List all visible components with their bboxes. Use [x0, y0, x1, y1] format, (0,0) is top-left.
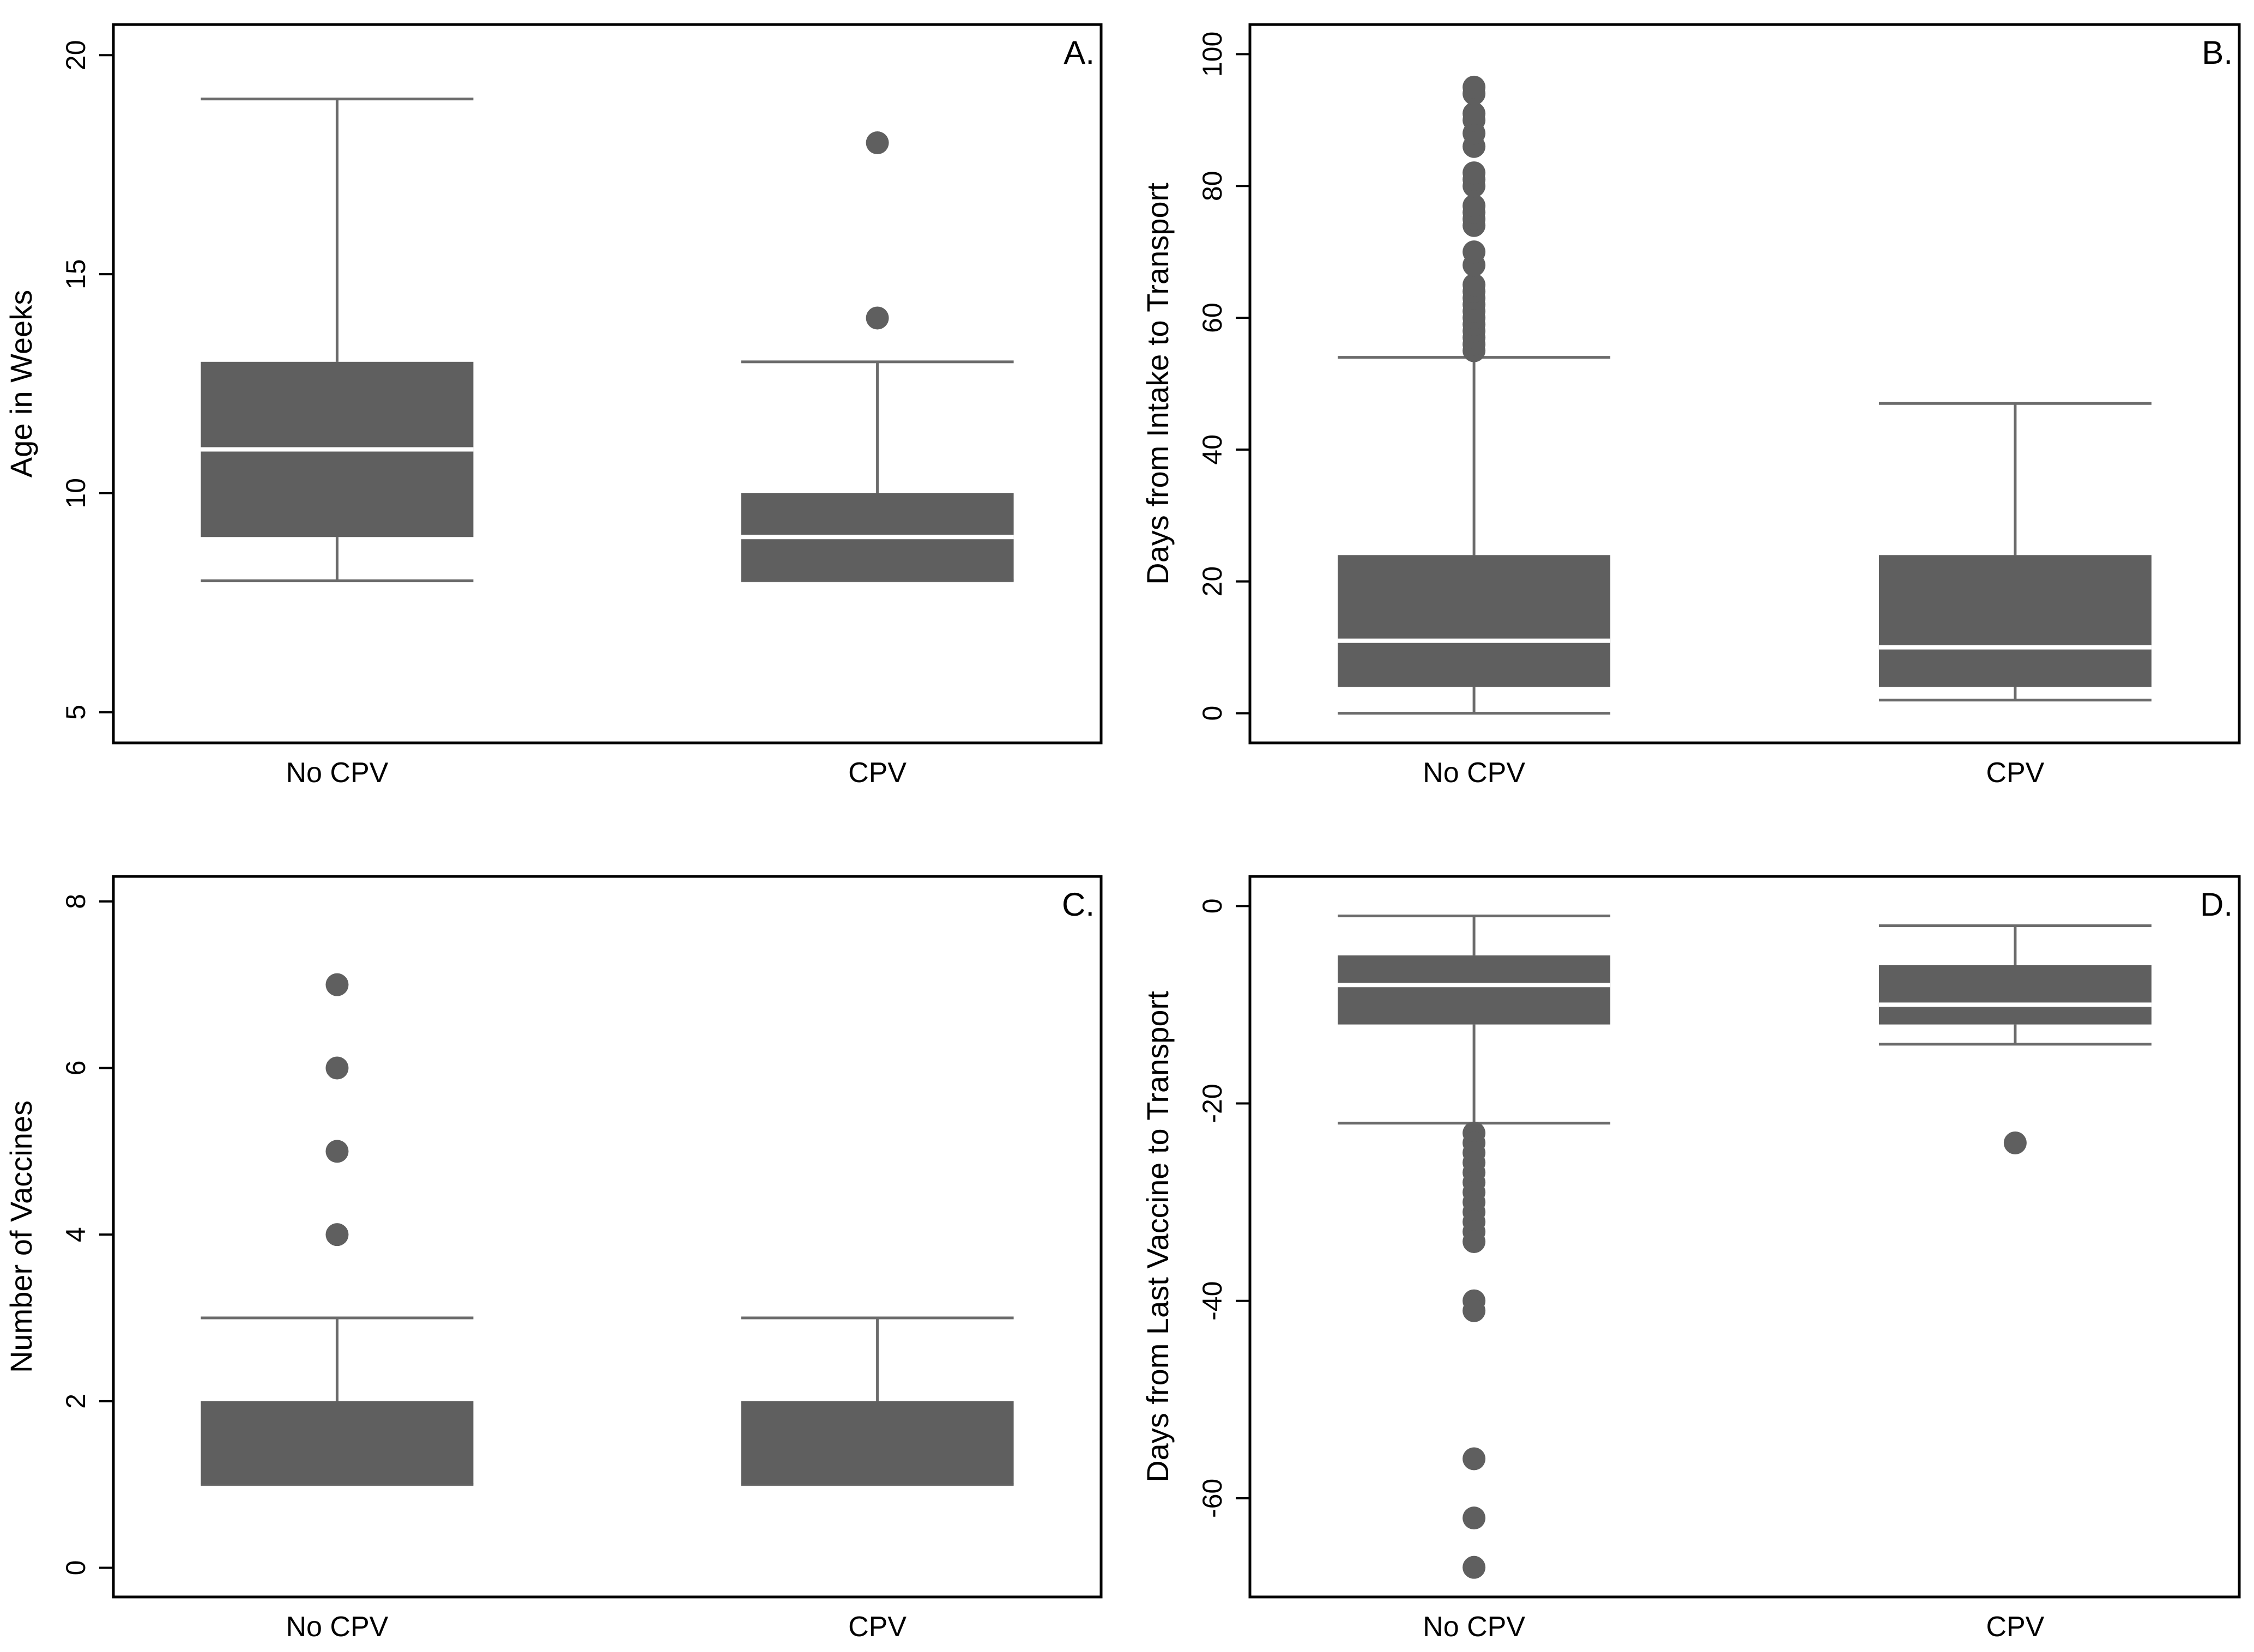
x-category-label: CPV: [848, 757, 907, 789]
x-category-label: No CPV: [1423, 757, 1525, 789]
box-cpv: [1878, 924, 2152, 1154]
outlier-point: [325, 1056, 349, 1080]
y-axis-title: Number of Vaccines: [4, 1100, 38, 1373]
outlier-point: [1463, 75, 1486, 99]
y-tick-label: 20: [61, 40, 91, 70]
y-tick-label: 0: [61, 1560, 91, 1576]
iqr-box: [741, 1401, 1014, 1485]
y-tick-label: 80: [1197, 171, 1228, 201]
outlier-point: [325, 1140, 349, 1163]
y-axis-title: Days from Intake to Transport: [1140, 183, 1175, 585]
box-no-cpv: [1338, 75, 1611, 715]
y-tick-label: 40: [1197, 434, 1228, 465]
y-tick-label: 60: [1197, 302, 1228, 333]
y-tick-label: -40: [1197, 1281, 1228, 1321]
box-no-cpv: [201, 98, 474, 583]
outlier-point: [866, 131, 889, 154]
panel-label: B.: [2202, 34, 2233, 71]
panel-label: A.: [1063, 34, 1095, 71]
y-tick-label: -60: [1197, 1479, 1228, 1518]
y-tick-label: 5: [61, 705, 91, 720]
outlier-point: [1463, 161, 1486, 185]
y-tick-label: 0: [1197, 706, 1228, 721]
outlier-point: [325, 973, 349, 996]
outlier-point: [1463, 1230, 1486, 1254]
outlier-point: [1463, 1447, 1486, 1471]
outlier-point: [1463, 1299, 1486, 1322]
panel-label: C.: [1062, 886, 1095, 923]
y-axis-title: Age in Weeks: [4, 290, 38, 477]
outlier-point: [1463, 1506, 1486, 1530]
plot-frame: [112, 875, 1103, 1599]
outlier-point: [1463, 102, 1486, 125]
panel-a: A. 5 10 15 20 Age in Weeks No CPV CPV: [4, 23, 1103, 789]
iqr-box: [1338, 955, 1611, 1025]
y-tick-label: 15: [61, 259, 91, 289]
y-tick-label: 8: [61, 894, 91, 909]
outlier-point: [2003, 1131, 2027, 1154]
iqr-box: [1878, 555, 2152, 687]
x-category-label: CPV: [1986, 757, 2044, 789]
y-tick-label: 0: [1197, 898, 1228, 913]
box-no-cpv: [201, 973, 474, 1486]
box-cpv: [741, 1316, 1014, 1486]
panel-d: D. 0 -20 -40 -60 Days from Last Vaccine to Tr…: [1140, 875, 2241, 1643]
x-category-label: No CPV: [286, 757, 388, 789]
box-cpv: [741, 131, 1014, 583]
x-category-label: No CPV: [1423, 1611, 1525, 1643]
y-tick-label: 2: [61, 1394, 91, 1409]
y-tick-label: -20: [1197, 1084, 1228, 1123]
y-tick-label: 20: [1197, 566, 1228, 597]
outlier-point: [1463, 194, 1486, 217]
y-tick-label: 6: [61, 1061, 91, 1076]
box-cpv: [1878, 402, 2152, 701]
outlier-point: [1463, 273, 1486, 296]
x-category-label: CPV: [848, 1611, 907, 1643]
panel-b: B. 0 20 40 60 80 100 Days from Intake to Transp…: [1140, 23, 2241, 789]
x-category-label: CPV: [1986, 1611, 2044, 1643]
iqr-box: [1878, 965, 2152, 1025]
outlier-point: [1463, 1556, 1486, 1579]
y-tick-label: 10: [61, 478, 91, 509]
y-axis-title: Days from Last Vaccine to Transport: [1140, 991, 1175, 1482]
outlier-point: [1463, 240, 1486, 264]
y-tick-label: 100: [1197, 32, 1228, 77]
panel-label: D.: [2200, 886, 2233, 923]
panel-c: C. 0 2 4 6 8 Number of Vaccines No CPV CPV: [4, 875, 1103, 1643]
outlier-point: [325, 1223, 349, 1246]
iqr-box: [201, 1401, 474, 1485]
y-tick-label: 4: [61, 1227, 91, 1242]
iqr-box: [1338, 555, 1611, 687]
x-category-label: No CPV: [286, 1611, 388, 1643]
box-no-cpv: [1338, 914, 1611, 1579]
outlier-point: [866, 306, 889, 330]
